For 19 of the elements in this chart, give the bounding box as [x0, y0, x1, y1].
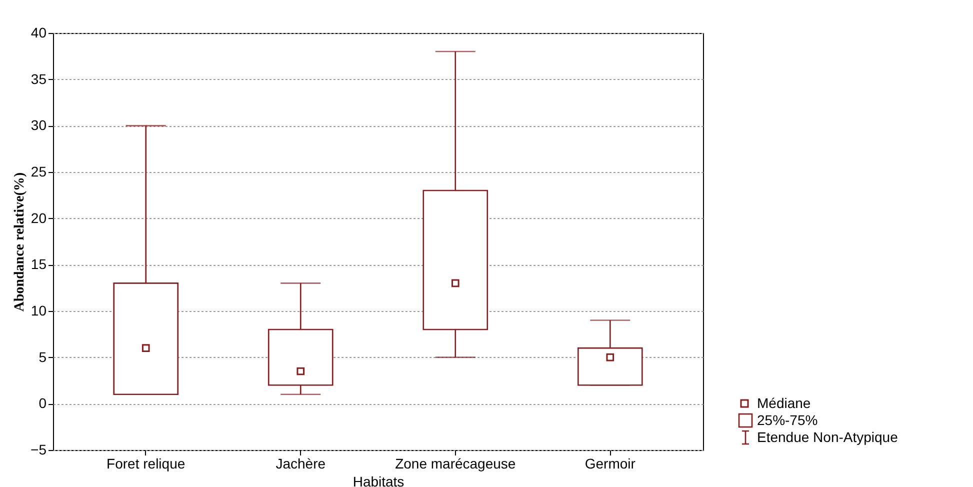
x-tick-label: Foret relique: [106, 456, 186, 472]
y-tick-label: 0: [38, 395, 47, 412]
x-tick-label: Jachère: [276, 456, 326, 472]
text: Médiane: [757, 395, 811, 412]
x-tick-label: Germoir: [584, 456, 636, 472]
y-tick-label: 15: [30, 256, 47, 272]
y-tick-label: −5: [30, 442, 47, 458]
x-tick-label: Zone marécageuse: [395, 456, 516, 472]
y-tick-label: 20: [30, 210, 47, 226]
y-tick-label: 35: [30, 70, 47, 87]
y-tick-label: 30: [30, 117, 47, 134]
x-axis-title: Habitats: [352, 474, 404, 487]
y-tick-label: 25: [30, 164, 47, 180]
text: 25%-75%: [757, 412, 818, 429]
y-tick-label: 5: [38, 348, 47, 365]
y-tick-label: 10: [30, 302, 47, 318]
text: Etendue Non-Atypique: [757, 429, 898, 446]
y-tick-label: 40: [30, 24, 47, 40]
y-axis-title: Abondance relative(%): [12, 172, 28, 312]
